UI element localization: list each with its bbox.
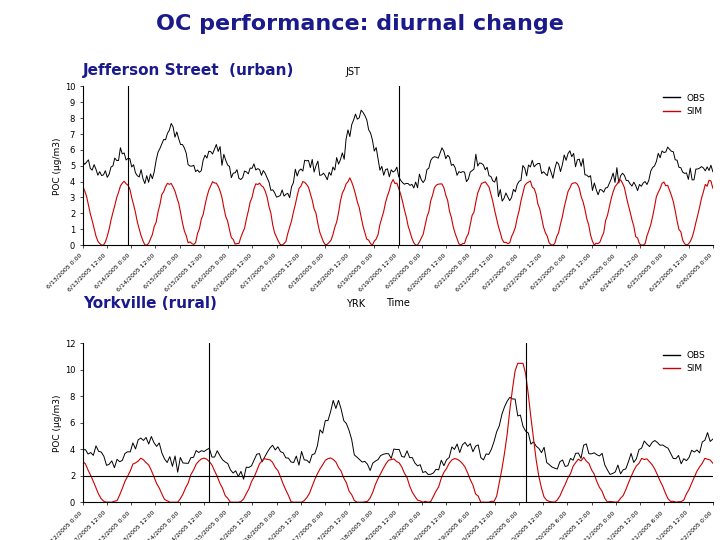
SIM (669, 498, 678, 504)
OBS (357, 107, 366, 113)
OBS (708, 436, 717, 442)
OBS (121, 450, 130, 457)
SIM (346, 174, 354, 181)
OBS (505, 394, 514, 401)
SIM (78, 183, 87, 190)
Y-axis label: POC (μg/m3): POC (μg/m3) (53, 394, 62, 451)
OBS (498, 198, 506, 204)
Y-axis label: POC (μg/m3): POC (μg/m3) (53, 137, 62, 194)
OBS (294, 462, 303, 468)
Legend: OBS, SIM: OBS, SIM (661, 348, 708, 376)
Line: OBS: OBS (83, 110, 713, 201)
SIM (107, 499, 116, 505)
SIM (498, 466, 506, 472)
SIM (269, 222, 277, 228)
OBS (434, 155, 443, 161)
Text: JST: JST (346, 66, 361, 77)
Text: OC performance: diurnal change: OC performance: diurnal change (156, 14, 564, 33)
SIM (97, 242, 106, 248)
OBS (498, 411, 506, 417)
OBS (105, 461, 114, 468)
SIM (86, 211, 94, 217)
X-axis label: Time: Time (386, 298, 410, 308)
OBS (598, 187, 606, 193)
SIM (708, 460, 717, 467)
SIM (436, 181, 444, 187)
SIM (708, 185, 717, 191)
OBS (179, 460, 187, 466)
OBS (605, 180, 613, 187)
OBS (669, 455, 678, 462)
SIM (220, 205, 228, 211)
OBS (78, 158, 87, 165)
Line: SIM: SIM (83, 178, 713, 245)
OBS (217, 162, 226, 168)
SIM (605, 204, 613, 210)
SIM (78, 458, 87, 464)
OBS (86, 165, 94, 172)
OBS (708, 168, 717, 175)
Line: SIM: SIM (83, 363, 713, 502)
SIM (598, 234, 606, 240)
SIM (513, 360, 522, 367)
Text: YRK: YRK (346, 299, 365, 309)
Text: Jefferson Street  (urban): Jefferson Street (urban) (83, 63, 294, 78)
Line: OBS: OBS (83, 397, 713, 479)
SIM (294, 499, 303, 505)
Text: Yorkville (rural): Yorkville (rural) (83, 295, 217, 310)
Legend: OBS, SIM: OBS, SIM (661, 91, 708, 119)
SIM (102, 499, 111, 505)
SIM (123, 473, 132, 480)
OBS (239, 476, 248, 482)
OBS (266, 187, 275, 193)
SIM (181, 484, 190, 491)
OBS (78, 447, 87, 453)
